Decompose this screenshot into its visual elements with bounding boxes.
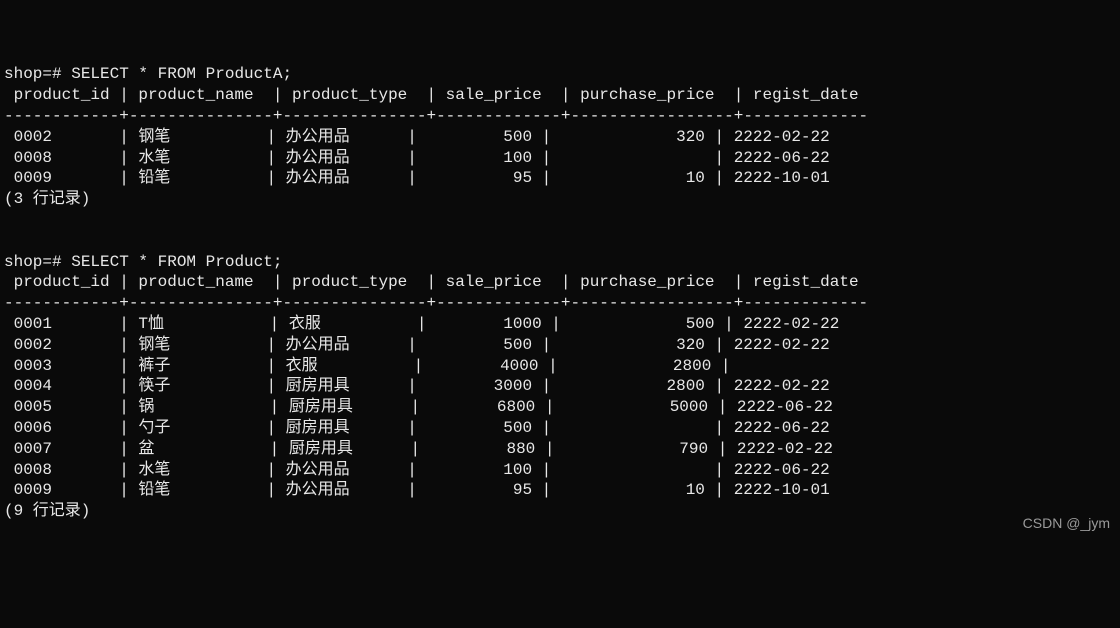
terminal-output: shop=# SELECT * FROM ProductA; product_i… <box>4 64 1116 522</box>
watermark: CSDN @_jym <box>1023 514 1110 532</box>
